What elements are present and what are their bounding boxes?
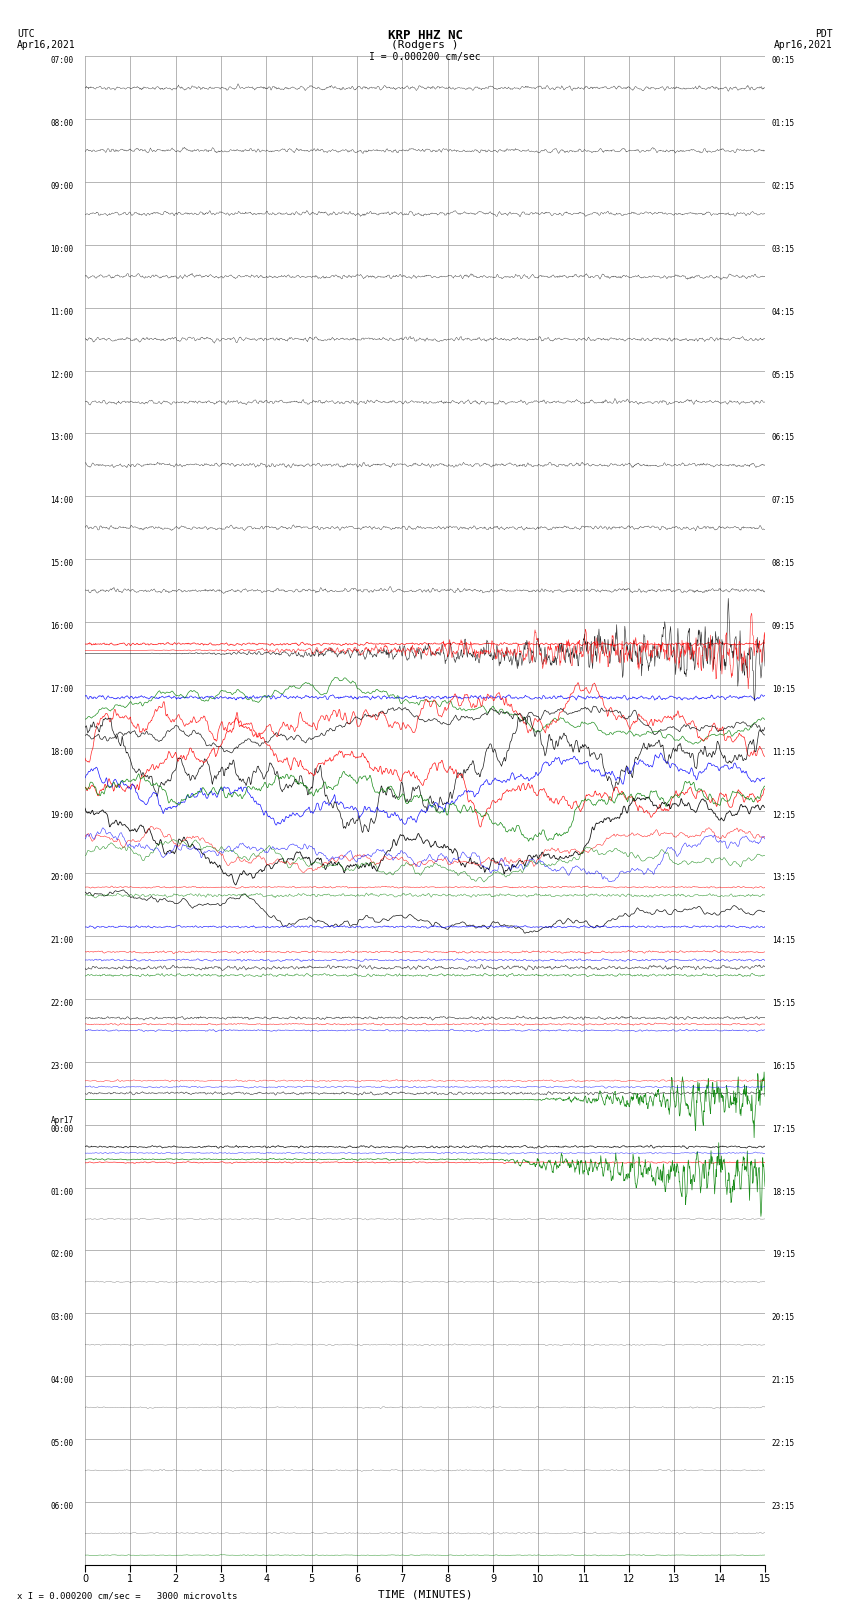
- Text: Apr16,2021: Apr16,2021: [17, 40, 76, 50]
- Text: 19:00: 19:00: [50, 811, 74, 819]
- Text: 00:00: 00:00: [50, 1124, 74, 1134]
- Text: 09:15: 09:15: [772, 623, 795, 631]
- Text: 21:00: 21:00: [50, 936, 74, 945]
- Text: 15:15: 15:15: [772, 998, 795, 1008]
- Text: 20:00: 20:00: [50, 873, 74, 882]
- Text: 23:00: 23:00: [50, 1061, 74, 1071]
- Text: 21:15: 21:15: [772, 1376, 795, 1386]
- Text: 04:00: 04:00: [50, 1376, 74, 1386]
- Text: 03:00: 03:00: [50, 1313, 74, 1323]
- Text: 03:15: 03:15: [772, 245, 795, 253]
- Text: 02:15: 02:15: [772, 182, 795, 190]
- Text: 14:00: 14:00: [50, 497, 74, 505]
- Text: I = 0.000200 cm/sec: I = 0.000200 cm/sec: [369, 52, 481, 61]
- Text: 02:00: 02:00: [50, 1250, 74, 1260]
- Text: 22:00: 22:00: [50, 998, 74, 1008]
- Text: 07:15: 07:15: [772, 497, 795, 505]
- Text: 13:15: 13:15: [772, 873, 795, 882]
- Text: x I = 0.000200 cm/sec =   3000 microvolts: x I = 0.000200 cm/sec = 3000 microvolts: [17, 1590, 237, 1600]
- Text: 22:15: 22:15: [772, 1439, 795, 1448]
- Text: 08:00: 08:00: [50, 119, 74, 129]
- Text: 14:15: 14:15: [772, 936, 795, 945]
- Text: 18:15: 18:15: [772, 1187, 795, 1197]
- Text: 17:15: 17:15: [772, 1124, 795, 1134]
- Text: 00:15: 00:15: [772, 56, 795, 66]
- Text: 06:00: 06:00: [50, 1502, 74, 1511]
- Text: 23:15: 23:15: [772, 1502, 795, 1511]
- Text: 11:00: 11:00: [50, 308, 74, 316]
- Text: 16:15: 16:15: [772, 1061, 795, 1071]
- Text: KRP HHZ NC: KRP HHZ NC: [388, 29, 462, 42]
- X-axis label: TIME (MINUTES): TIME (MINUTES): [377, 1590, 473, 1600]
- Text: PDT: PDT: [815, 29, 833, 39]
- Text: 01:00: 01:00: [50, 1187, 74, 1197]
- Text: 13:00: 13:00: [50, 434, 74, 442]
- Text: 05:00: 05:00: [50, 1439, 74, 1448]
- Text: Apr16,2021: Apr16,2021: [774, 40, 833, 50]
- Text: 05:15: 05:15: [772, 371, 795, 379]
- Text: 04:15: 04:15: [772, 308, 795, 316]
- Text: 19:15: 19:15: [772, 1250, 795, 1260]
- Text: 01:15: 01:15: [772, 119, 795, 129]
- Text: 12:00: 12:00: [50, 371, 74, 379]
- Text: 09:00: 09:00: [50, 182, 74, 190]
- Text: UTC: UTC: [17, 29, 35, 39]
- Text: (Rodgers ): (Rodgers ): [391, 40, 459, 50]
- Text: 12:15: 12:15: [772, 811, 795, 819]
- Text: 08:15: 08:15: [772, 560, 795, 568]
- Text: 17:00: 17:00: [50, 686, 74, 694]
- Text: 07:00: 07:00: [50, 56, 74, 66]
- Text: 11:15: 11:15: [772, 748, 795, 756]
- Text: 10:00: 10:00: [50, 245, 74, 253]
- Text: 18:00: 18:00: [50, 748, 74, 756]
- Text: 15:00: 15:00: [50, 560, 74, 568]
- Text: 20:15: 20:15: [772, 1313, 795, 1323]
- Text: 06:15: 06:15: [772, 434, 795, 442]
- Text: 16:00: 16:00: [50, 623, 74, 631]
- Text: 10:15: 10:15: [772, 686, 795, 694]
- Text: Apr17: Apr17: [50, 1116, 74, 1124]
